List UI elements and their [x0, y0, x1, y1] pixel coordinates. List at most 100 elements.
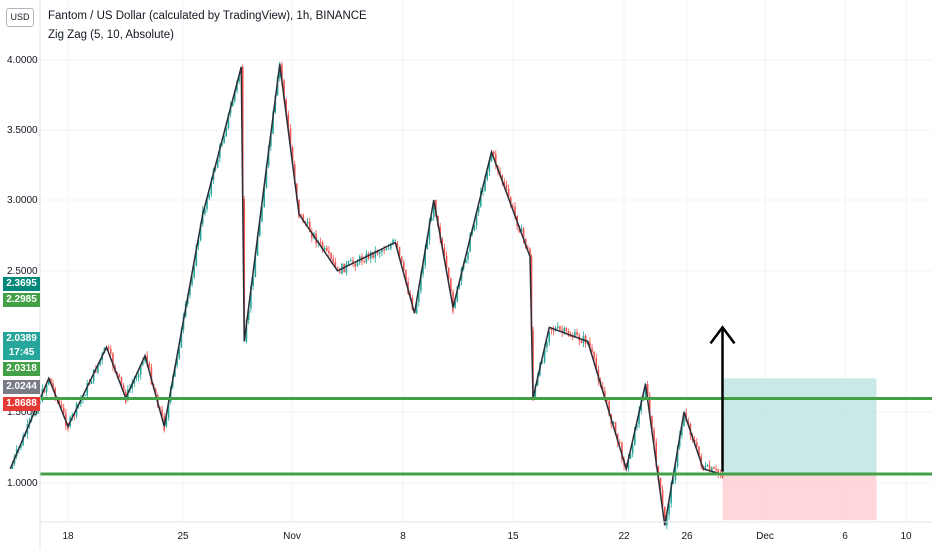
candle-body: [193, 265, 195, 277]
candle-body: [336, 266, 339, 268]
candle-body: [376, 250, 379, 254]
candle-body: [332, 258, 335, 262]
candle-body: [245, 320, 248, 342]
candle-body: [494, 154, 497, 166]
price-tag-zigzag-low: 2.0244: [3, 380, 40, 394]
candle-body: [612, 422, 615, 424]
candle-body: [378, 252, 381, 254]
candle-body: [634, 427, 636, 445]
candle-body: [109, 348, 112, 354]
candle-body: [501, 175, 503, 182]
time-axis-label: 22: [618, 531, 630, 542]
price-tag-last-price: 2.0389: [3, 332, 40, 346]
price-tag-level-lower: 2.0318: [3, 362, 40, 376]
candle-body: [84, 395, 86, 397]
candle-body: [345, 263, 348, 273]
candle-body: [243, 199, 246, 337]
candle-body: [465, 259, 467, 263]
candle-body: [580, 340, 583, 343]
candle-body: [563, 327, 566, 333]
candle-body: [595, 357, 598, 370]
candle-body: [350, 260, 352, 262]
time-axis-label: 25: [177, 531, 189, 542]
candle-body: [392, 240, 394, 245]
candle-body: [180, 329, 183, 348]
candle-body: [492, 151, 495, 155]
position-loss-zone[interactable]: [722, 474, 877, 521]
candle-body: [668, 503, 670, 515]
time-axis-label: 10: [900, 531, 912, 542]
candle-body: [334, 261, 337, 267]
chart-title: Fantom / US Dollar (calculated by Tradin…: [48, 10, 367, 22]
candle-body: [122, 384, 125, 392]
candle-body: [306, 221, 309, 224]
candle-body: [90, 381, 93, 384]
candle-body: [252, 277, 254, 287]
candle-body: [661, 490, 664, 508]
candle-body: [300, 214, 302, 216]
candle-body: [45, 384, 48, 393]
candle-body: [387, 248, 390, 250]
time-axis-label: 18: [62, 531, 74, 542]
indicator-legend[interactable]: Zig Zag (5, 10, Absolute): [48, 29, 174, 41]
candle-body: [452, 291, 454, 312]
candle-body: [672, 479, 675, 484]
time-axis-label: 15: [507, 531, 519, 542]
candle-body: [43, 389, 46, 393]
candle-body: [482, 190, 484, 192]
candle-body: [561, 329, 563, 333]
candle-body: [646, 383, 649, 397]
candle-body: [666, 514, 668, 526]
candle-body: [514, 206, 516, 216]
candle-body: [62, 407, 65, 414]
price-tag-target: 2.3695: [3, 277, 40, 291]
candle-body: [22, 436, 24, 446]
candle-body: [681, 426, 683, 436]
candle-body: [619, 442, 621, 444]
candle-body: [490, 152, 493, 162]
currency-badge[interactable]: USD: [6, 8, 34, 27]
candle-body: [326, 247, 328, 251]
candle-body: [150, 366, 153, 385]
candle-body: [520, 228, 523, 233]
candle-body: [221, 143, 223, 146]
candle-body: [298, 199, 300, 217]
position-profit-zone[interactable]: [722, 378, 877, 475]
candle-body: [86, 383, 89, 396]
candle-body: [308, 221, 311, 232]
candle-body: [636, 424, 638, 428]
candle-body: [426, 239, 429, 250]
candle-body: [417, 290, 420, 302]
candle-body: [354, 263, 357, 267]
candle-body: [206, 198, 208, 209]
up-arrow-drawing[interactable]: [709, 325, 736, 472]
candle-body: [527, 247, 529, 249]
candle-body: [706, 465, 709, 467]
candle-body: [687, 421, 690, 424]
candle-body: [116, 371, 118, 375]
candle-body: [254, 255, 257, 278]
candle-body: [135, 377, 138, 379]
candle-body: [176, 358, 178, 366]
candle-body: [484, 179, 486, 191]
candle-body: [11, 463, 14, 469]
candle-body: [287, 113, 290, 129]
candle-body: [223, 136, 225, 144]
candle-body: [711, 467, 713, 471]
candle-body: [321, 242, 324, 250]
candle-body: [467, 251, 469, 260]
candle-body: [473, 225, 476, 231]
candle-body: [258, 221, 261, 236]
candle-body: [713, 467, 715, 469]
candle-body: [469, 234, 471, 252]
candle-body: [47, 379, 50, 385]
time-axis-label: 8: [400, 531, 406, 542]
price-tag-stop: 1.8688: [3, 397, 40, 411]
price-axis-label: 1.5000: [7, 407, 38, 418]
arrow-head: [709, 325, 736, 345]
candle-body: [715, 468, 717, 470]
candle-body: [631, 444, 634, 454]
candle-body: [328, 250, 330, 254]
candle-body: [52, 383, 54, 389]
